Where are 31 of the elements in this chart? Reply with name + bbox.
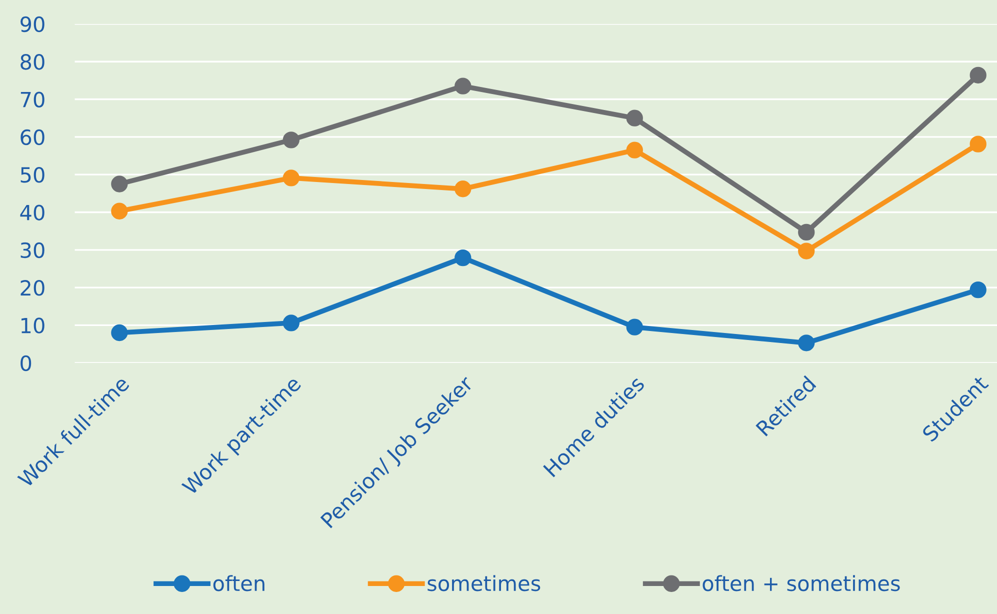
y-tick-label: 20 [20, 280, 44, 296]
point [111, 202, 128, 220]
point [970, 136, 986, 152]
point [970, 281, 986, 298]
point [798, 242, 815, 260]
point [282, 132, 300, 148]
y-tick-label: 40 [20, 204, 44, 220]
point [111, 324, 128, 342]
y-tick-label: 0 [20, 355, 32, 372]
point [626, 142, 643, 158]
y-tick-label: 60 [20, 129, 44, 146]
y-tick-label: 90 [20, 16, 44, 32]
point [626, 318, 643, 336]
y-tick-label: 10 [22, 318, 44, 334]
point [626, 110, 643, 126]
legend-label: often + sometimes [702, 575, 900, 592]
legend-label: sometimes [428, 575, 540, 592]
point [970, 66, 986, 84]
y-tick-label: 50 [20, 167, 44, 183]
point [798, 334, 815, 352]
point [454, 180, 472, 198]
point [282, 314, 300, 332]
y-tick-label: 80 [20, 54, 44, 70]
point [454, 249, 472, 266]
point [111, 176, 128, 192]
point [454, 78, 472, 94]
point [282, 170, 300, 186]
point [798, 224, 815, 241]
y-tick-label: 30 [20, 242, 44, 258]
legend-label: often [213, 575, 264, 592]
y-tick-label: 70 [20, 92, 44, 108]
